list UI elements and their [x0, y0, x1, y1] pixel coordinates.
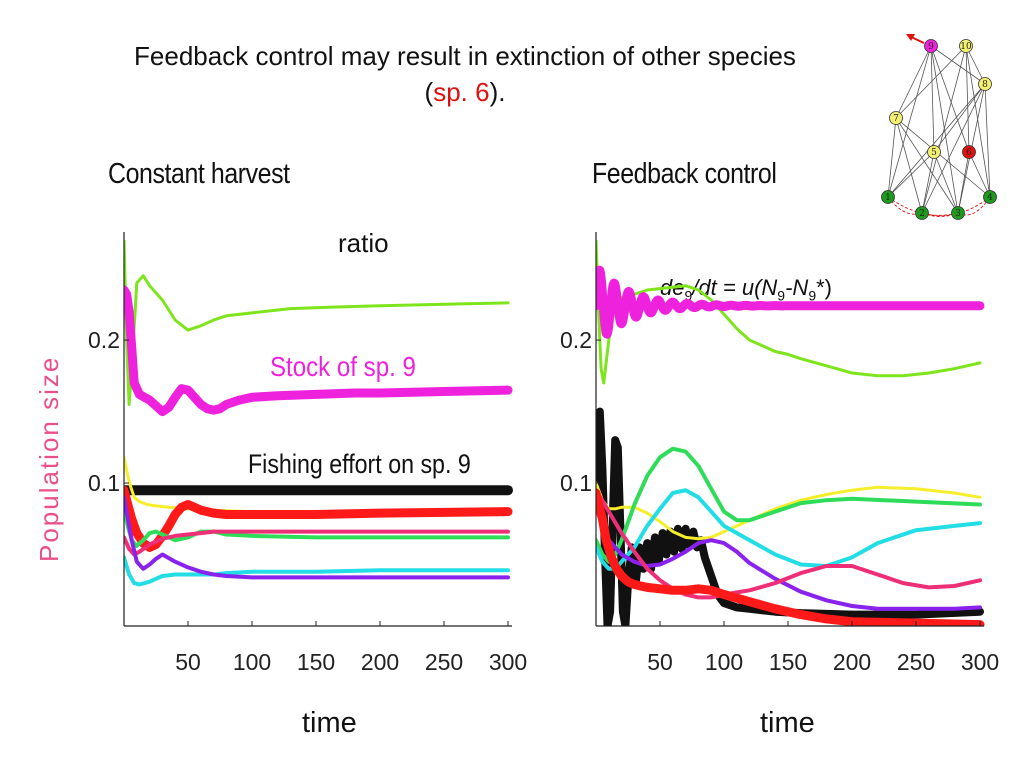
x-tick-label: 200	[833, 649, 871, 675]
eq-open: (N	[754, 275, 778, 300]
network-edge	[895, 45, 967, 119]
network-node-9	[924, 39, 938, 53]
x-tick-label: 50	[647, 649, 673, 675]
x-tick-label: 250	[425, 649, 463, 675]
eq-close: *)	[816, 275, 832, 300]
title-highlight: sp. 6	[433, 77, 490, 107]
y-axis-label: Population size	[34, 356, 64, 562]
network-node-5	[927, 145, 941, 159]
network-edge	[984, 83, 991, 198]
network-edge	[921, 151, 935, 214]
left-plot: 50 100 150 200 250 300 0.1 0.2	[88, 232, 527, 675]
network-node-3	[951, 206, 965, 220]
network-edge	[887, 151, 935, 198]
x-tick-label: 50	[175, 649, 201, 675]
series-purple-line	[124, 495, 510, 580]
eq-u: u	[741, 275, 755, 300]
network-node-4	[983, 190, 997, 204]
network-edge	[921, 83, 986, 214]
network-edge	[895, 45, 932, 119]
network-node-label: 1	[885, 193, 891, 203]
y-tick-label: 0.1	[88, 470, 120, 496]
network-edge	[930, 45, 970, 153]
network-node-2	[915, 206, 929, 220]
series-magenta-line	[596, 265, 985, 339]
x-tick-label: 200	[361, 649, 399, 675]
network-edge	[930, 45, 986, 85]
network-node-7	[889, 111, 903, 125]
network-edge	[965, 45, 986, 85]
x-tick-label: 100	[233, 649, 271, 675]
y-tick-label: 0.2	[560, 327, 592, 353]
network-edge	[933, 151, 959, 214]
y-tick-label: 0.1	[560, 470, 592, 496]
series-red-line	[596, 488, 985, 626]
network-node-label: 10	[960, 42, 972, 52]
network-edge	[895, 117, 923, 214]
series-pink-line	[124, 529, 510, 557]
x-tick-label: 300	[961, 649, 999, 675]
series-red-line	[124, 485, 513, 552]
network-edge	[895, 117, 959, 214]
network-edge	[965, 45, 991, 198]
x-tick-label: 250	[897, 649, 935, 675]
eq-sub2: 9	[777, 287, 786, 304]
title-close: ).	[489, 77, 506, 107]
series-black-line	[596, 407, 984, 626]
network-edge	[887, 117, 897, 198]
series-magenta-line	[124, 285, 513, 417]
right-plot: 50 100 150 200 250 300 0.1 0.2	[560, 232, 999, 675]
network-node-label: 4	[987, 193, 993, 203]
x-tick-label: 300	[489, 649, 527, 675]
eq-sub1: 9	[684, 287, 693, 304]
network-node-label: 9	[928, 42, 934, 52]
y-tick-label: 0.2	[88, 327, 120, 353]
right-x-axis-label: time	[760, 707, 815, 739]
left-x-axis-label: time	[302, 707, 357, 739]
network-node-8	[978, 77, 992, 91]
network-edge	[887, 83, 986, 198]
network-edge	[930, 45, 959, 214]
network-edge	[887, 45, 932, 198]
effort-annotation: Fishing effort on sp. 9	[248, 449, 471, 479]
network-node-label: 7	[893, 114, 899, 124]
harvest-arrow-icon	[906, 34, 915, 41]
network-edge	[968, 151, 991, 198]
slide-title: Feedback control may result in extinctio…	[30, 38, 900, 110]
network-edge	[921, 45, 967, 214]
network-node-label: 3	[955, 209, 961, 219]
network-edge	[930, 45, 935, 153]
series-purple-line	[596, 502, 982, 611]
network-edge	[933, 83, 986, 153]
title-open: (	[424, 77, 434, 107]
network-edge	[895, 117, 991, 198]
x-tick-label: 100	[705, 649, 743, 675]
food-web-network: 1 2 3 4 5 6 7 8 9 10	[881, 34, 997, 220]
x-tick-label: 150	[297, 649, 335, 675]
network-edge	[965, 45, 970, 153]
network-node-10	[959, 39, 973, 53]
network-node-label: 5	[931, 148, 937, 158]
eq-mid: /dt =	[692, 275, 742, 300]
ratio-label: ratio	[338, 228, 389, 258]
eq-dash: -N	[785, 275, 809, 300]
x-tick-label: 150	[769, 649, 807, 675]
eq-sub3: 9	[808, 287, 817, 304]
network-node-label: 6	[966, 148, 972, 158]
title-main: Feedback control may result in extinctio…	[134, 41, 796, 71]
right-panel-title: Feedback control	[592, 158, 777, 190]
network-node-1	[881, 190, 895, 204]
stock-annotation: Stock of sp. 9	[270, 350, 416, 382]
left-panel-title: Constant harvest	[108, 158, 290, 190]
series-yellow-line	[596, 481, 982, 541]
network-node-label: 2	[919, 209, 925, 219]
network-node-label: 8	[982, 80, 988, 90]
series-cyan-line	[124, 555, 510, 587]
network-node-6	[962, 145, 976, 159]
series-green-line	[124, 506, 510, 548]
